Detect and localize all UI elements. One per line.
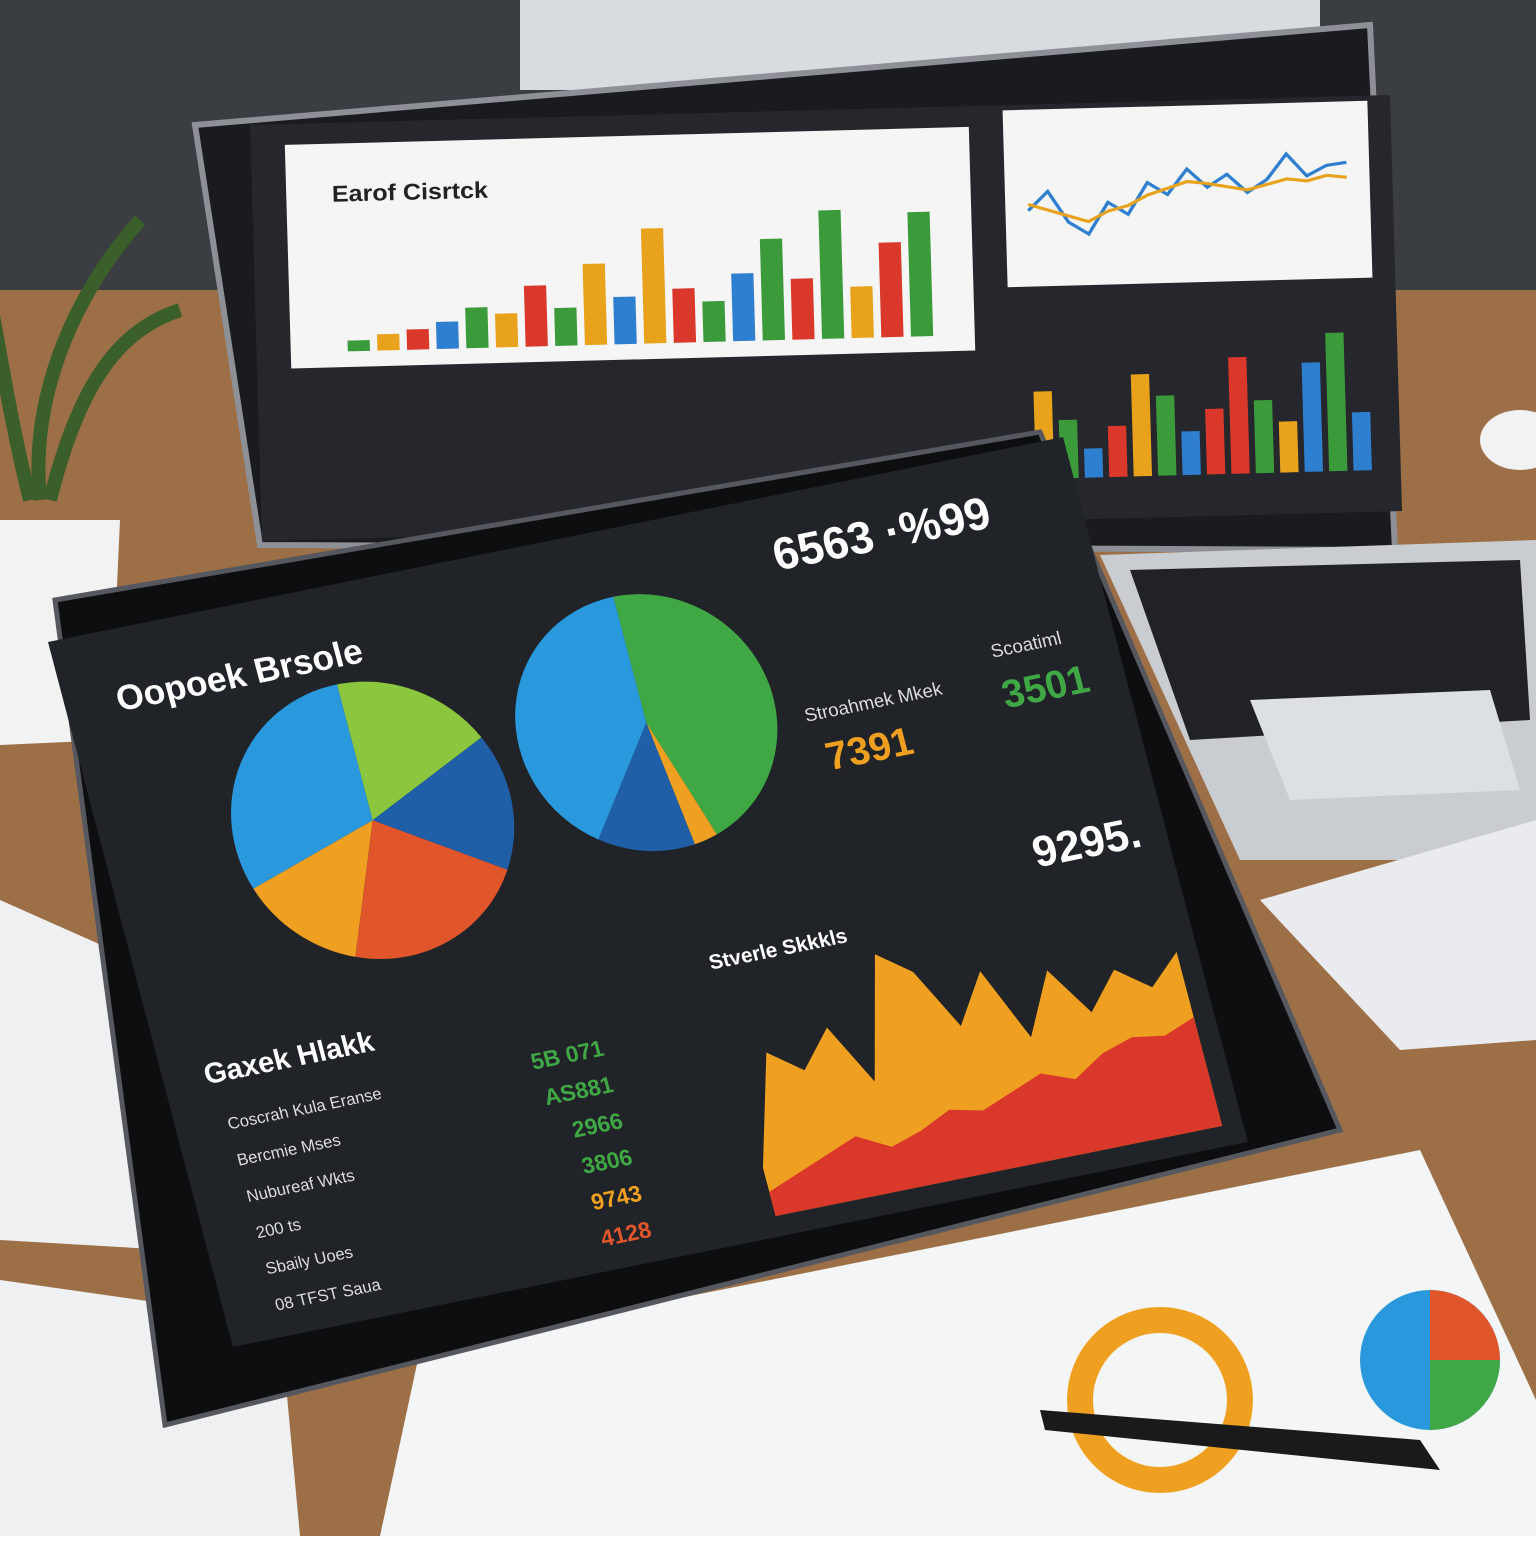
line-series: [1027, 173, 1347, 224]
bar: [1351, 411, 1372, 471]
pie-slice: [646, 722, 717, 845]
bar: [613, 296, 637, 345]
bar: [818, 209, 845, 339]
pie-slice: [253, 820, 373, 957]
pie-slice: [336, 681, 482, 821]
trackpad: [1250, 690, 1520, 800]
bar: [850, 286, 874, 339]
bar: [672, 288, 697, 343]
bar: [1301, 362, 1324, 472]
bar: [465, 307, 489, 349]
pen: [1040, 1410, 1440, 1470]
area-series: [769, 1017, 1223, 1217]
bar: [1181, 430, 1201, 476]
pie-slice: [515, 596, 647, 840]
pie-slice: [355, 820, 508, 959]
bar: [1205, 408, 1226, 475]
bar: [435, 321, 459, 350]
tablet-screen: Oopoek Brsole 6563 ·%99 Stroahmek Mkek 7…: [48, 437, 1248, 1347]
bar: [1107, 425, 1128, 478]
tablet-small: [1260, 820, 1536, 1050]
paper-pie: [1430, 1290, 1500, 1360]
bar: [495, 313, 519, 348]
bar: [523, 285, 548, 347]
bar: [640, 228, 667, 344]
bar: [731, 273, 756, 342]
paper-donut: [1067, 1307, 1253, 1493]
cup: [1480, 410, 1536, 470]
bar: [1228, 356, 1250, 474]
pie-slice: [613, 594, 778, 835]
pie-slice: [372, 737, 515, 870]
bar: [1130, 374, 1153, 477]
bar: [1278, 421, 1299, 473]
bar: [376, 333, 400, 351]
bar: [1155, 395, 1177, 476]
bar: [582, 263, 608, 346]
bar: [878, 242, 904, 338]
bar: [406, 328, 430, 350]
bar: [554, 307, 578, 346]
bar: [907, 211, 934, 337]
bar: [1084, 448, 1104, 478]
bar: [347, 339, 371, 352]
plant: [0, 215, 183, 502]
bar: [702, 300, 726, 343]
pie-slice: [598, 722, 695, 852]
pie-slice: [231, 684, 373, 889]
laptop-screen: Earof Cisrtck: [250, 94, 1402, 541]
bar: [790, 278, 815, 340]
laptop-title: Earof Cisrtck: [331, 178, 488, 208]
paper-pie: [1430, 1360, 1500, 1430]
panel: [1002, 100, 1373, 288]
line-series: [1027, 151, 1347, 237]
bar: [1253, 399, 1275, 474]
bar: [1325, 332, 1348, 472]
bar: [759, 238, 785, 341]
